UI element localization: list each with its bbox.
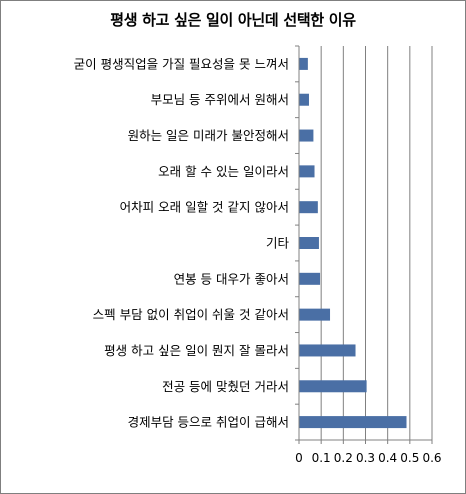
category-label: 원하는 일은 미래가 불안정해서 <box>128 128 289 143</box>
x-tick-label: 0.2 <box>334 451 353 465</box>
x-tick-label: 0.1 <box>312 451 331 465</box>
bar <box>299 380 367 393</box>
x-tick-label: 0.3 <box>356 451 375 465</box>
x-tick-label: 0.6 <box>422 451 441 465</box>
bar <box>299 57 308 70</box>
category-label: 전공 등에 맞췄던 거라서 <box>162 379 289 394</box>
category-label: 오래 할 수 있는 일이라서 <box>158 164 289 179</box>
category-label: 평생 하고 싶은 일이 뭔지 잘 몰라서 <box>104 343 289 358</box>
bar <box>299 201 318 214</box>
category-label: 연봉 등 대우가 좋아서 <box>174 271 289 286</box>
bar <box>299 344 356 357</box>
x-tick-label: 0.4 <box>378 451 397 465</box>
category-label: 기타 <box>266 236 290 251</box>
bar <box>299 129 314 142</box>
bar <box>299 272 321 285</box>
chart-title: 평생 하고 싶은 일이 아닌데 선택한 이유 <box>110 11 356 29</box>
bar <box>299 165 315 178</box>
category-label: 굳이 평생직업을 가질 필요성을 못 느껴서 <box>74 56 289 71</box>
bar <box>299 237 319 249</box>
bar <box>299 416 407 429</box>
bar <box>299 93 309 106</box>
category-label: 부모님 등 주위에서 원해서 <box>151 92 289 107</box>
category-label: 스펙 부담 없이 취업이 쉬울 것 같아서 <box>93 307 289 322</box>
x-tick-label: 0.5 <box>400 451 419 465</box>
category-label: 어차피 오래 일할 것 같지 않아서 <box>120 200 289 215</box>
x-tick-label: 0 <box>295 451 303 465</box>
bar <box>299 308 331 321</box>
category-label: 경제부담 등으로 취업이 급해서 <box>128 415 289 430</box>
